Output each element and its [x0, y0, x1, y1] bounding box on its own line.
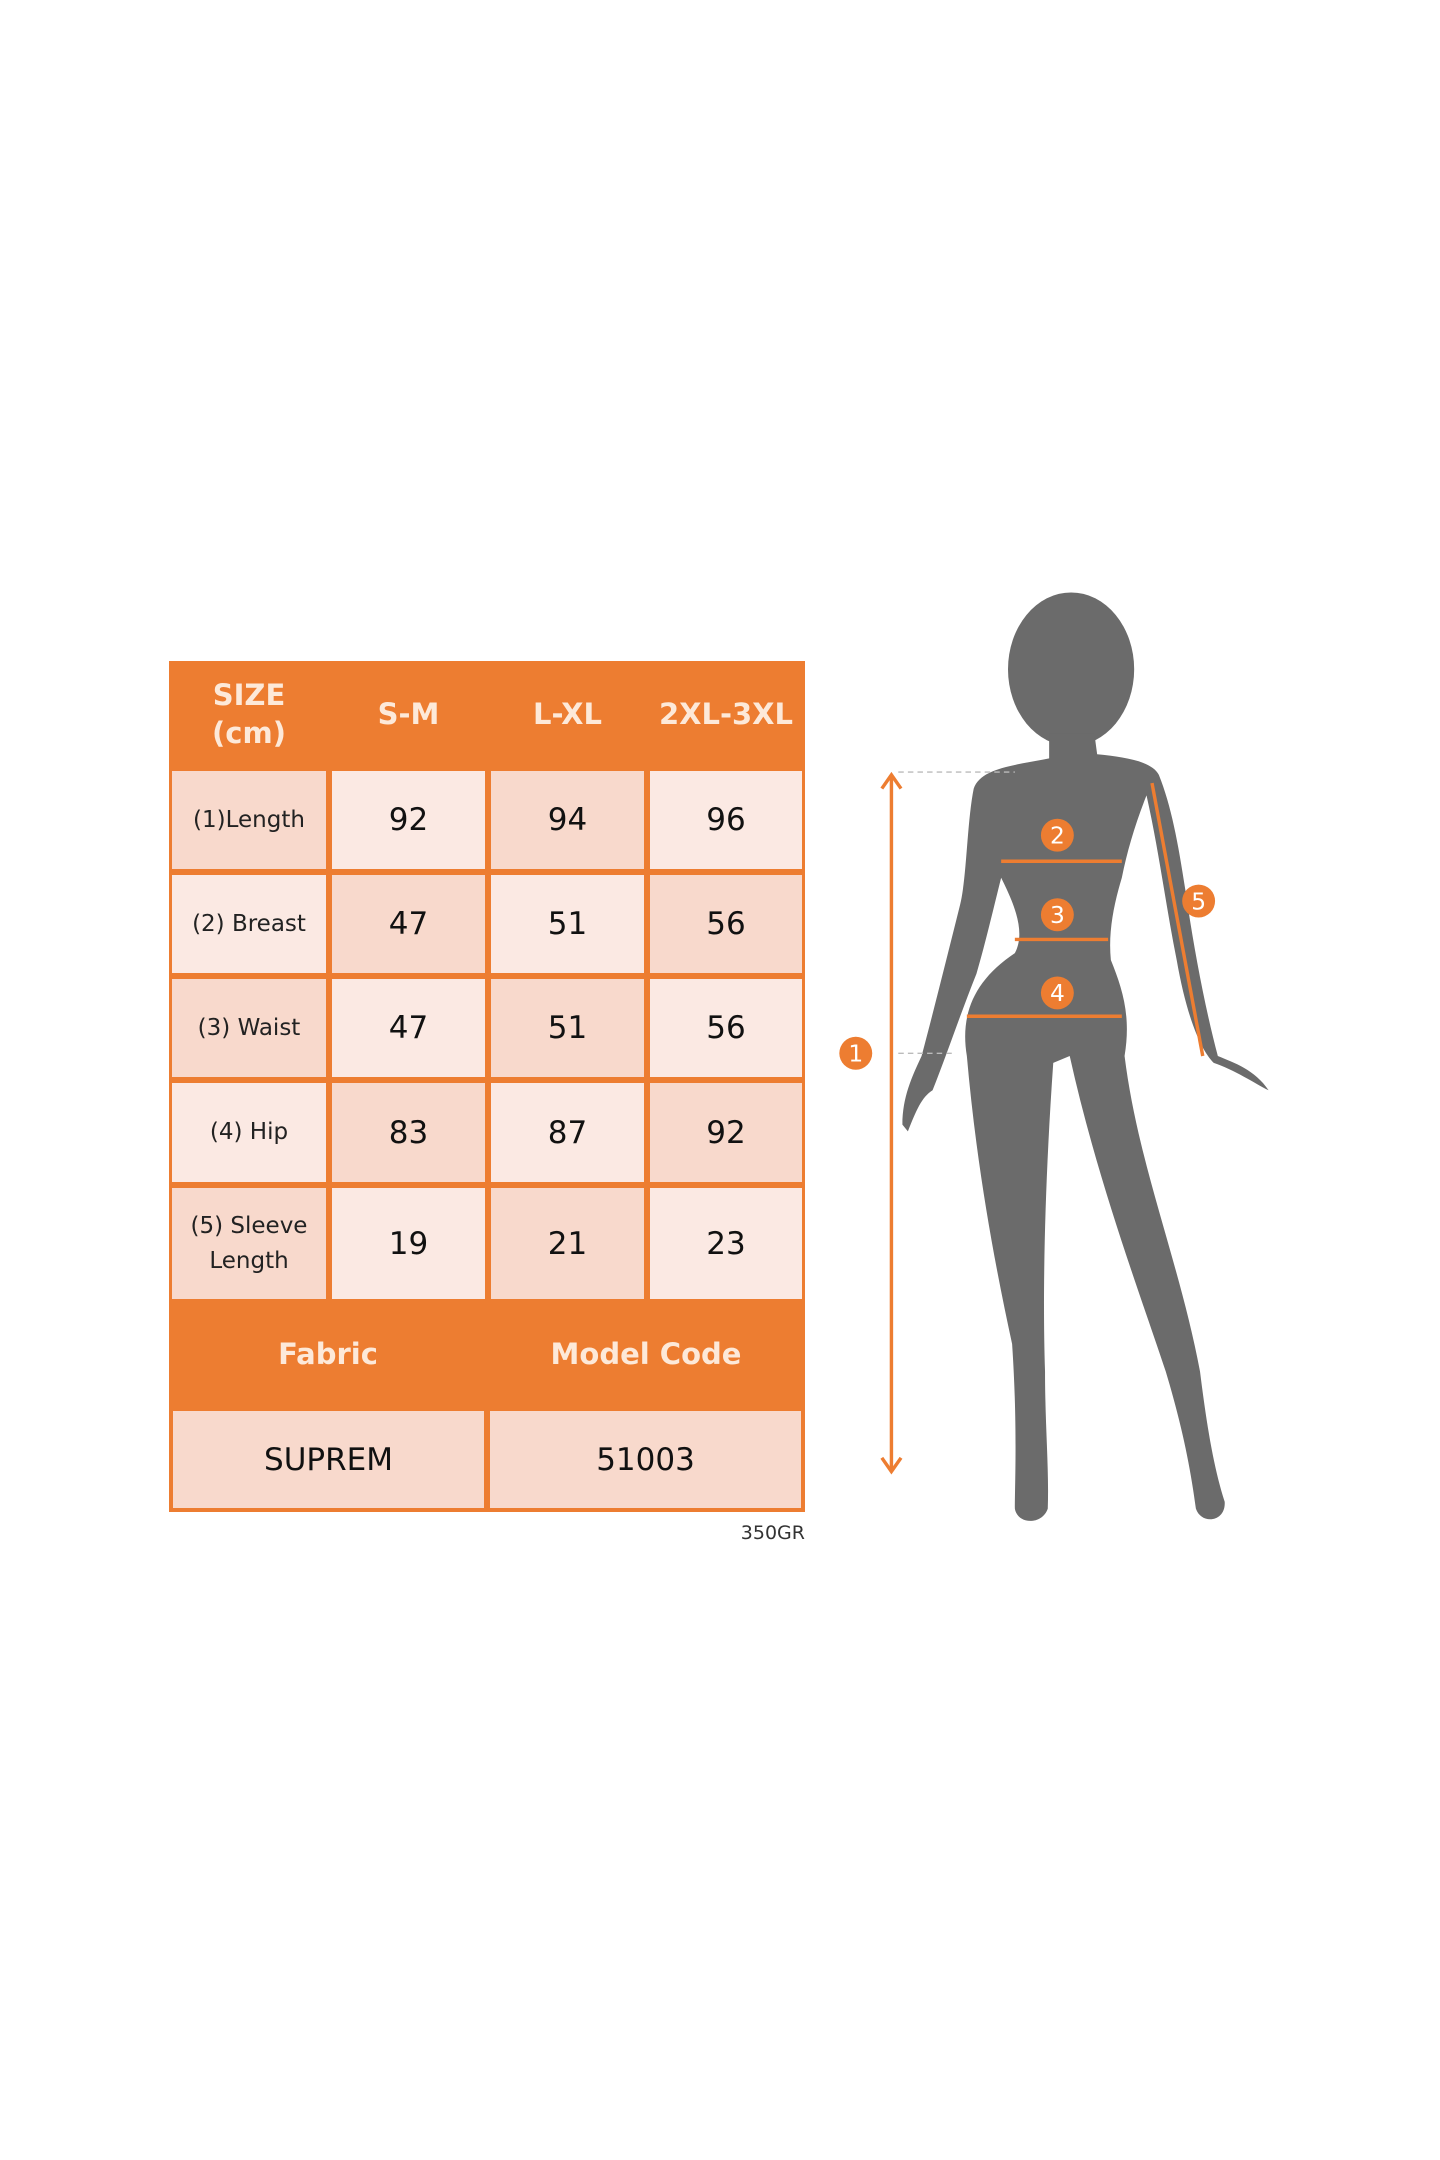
marker-circle — [1182, 884, 1216, 918]
marker-circle — [839, 1036, 873, 1070]
row-label: (4) Hip — [172, 1083, 326, 1182]
size-value: 94 — [491, 771, 644, 869]
header-fabric: Fabric — [278, 1337, 378, 1372]
size-value: 83 — [332, 1083, 485, 1182]
size-value: 92 — [650, 1083, 802, 1182]
model-code-value: 51003 — [490, 1411, 801, 1508]
size-value: 96 — [650, 771, 802, 869]
size-value: 19 — [332, 1188, 485, 1299]
marker-number: 2 — [1050, 822, 1065, 849]
marker-3: 3 — [1040, 898, 1074, 932]
header-l-xl: L-XL — [533, 696, 602, 731]
size-value: 87 — [491, 1083, 644, 1182]
header-2xl-3xl: 2XL-3XL — [658, 696, 794, 731]
size-chart-table: SIZE (cm) S-M L-XL 2XL-3XL (1)Length 92 94… — [169, 661, 805, 1512]
marker-number: 1 — [848, 1040, 863, 1067]
size-value: 47 — [332, 875, 485, 973]
size-value: 51 — [491, 875, 644, 973]
header-s-m: S-M — [377, 696, 440, 731]
marker-5: 5 — [1182, 884, 1216, 918]
fabric-weight-note: 350GR — [740, 1522, 805, 1544]
fabric-value: SUPREM — [173, 1411, 484, 1508]
marker-1: 1 — [839, 1036, 873, 1070]
size-value: 47 — [332, 979, 485, 1077]
row-label: (1)Length — [172, 771, 326, 869]
marker-number: 4 — [1050, 980, 1065, 1007]
size-value: 56 — [650, 979, 802, 1077]
marker-circle — [1040, 898, 1074, 932]
head-shape — [1008, 592, 1135, 747]
row-label: (5) Sleeve Length — [172, 1188, 326, 1299]
header-model-code: Model Code — [550, 1337, 742, 1372]
marker-circle — [1040, 976, 1074, 1010]
marker-number: 5 — [1191, 888, 1206, 915]
row-label: (3) Waist — [172, 979, 326, 1077]
marker-2: 2 — [1040, 818, 1074, 852]
length-arrow-top — [880, 771, 903, 790]
body-shape — [902, 733, 1269, 1521]
marker-circle — [1040, 818, 1074, 852]
header-size: SIZE (cm) — [212, 677, 286, 750]
size-value: 21 — [491, 1188, 644, 1299]
marker-4: 4 — [1040, 976, 1074, 1010]
sleeve-line — [1150, 782, 1205, 1057]
size-value: 92 — [332, 771, 485, 869]
size-value: 56 — [650, 875, 802, 973]
silhouette — [902, 592, 1269, 1521]
size-value: 23 — [650, 1188, 802, 1299]
marker-number: 3 — [1050, 902, 1065, 929]
size-value: 51 — [491, 979, 644, 1077]
row-label: (2) Breast — [172, 875, 326, 973]
length-arrow-bottom — [880, 1456, 903, 1475]
